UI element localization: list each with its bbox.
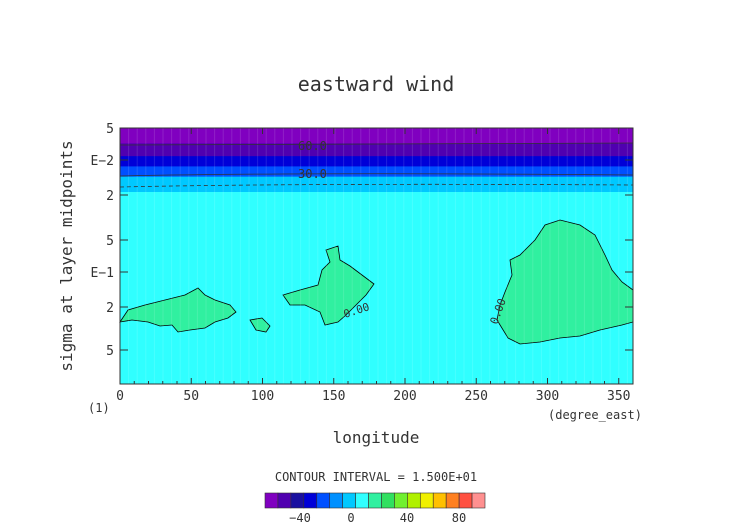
x-tick-label: 200	[393, 389, 416, 404]
y-axis: 5 E−2 2 5 E−1 2 5	[91, 122, 633, 359]
y-axis-title: sigma at layer midpoints	[57, 140, 76, 371]
colorbar-swatch	[445, 492, 460, 509]
colorbar-swatch	[471, 492, 486, 509]
x-tick-label: 100	[251, 389, 274, 404]
contour-line-60	[119, 142, 634, 146]
zero-contour-regions	[119, 219, 634, 345]
grid-texture	[119, 128, 628, 384]
y-tick-label: 5	[106, 234, 114, 249]
colorbar-labels: −40 0 40 80	[289, 511, 466, 525]
x-tick-label: 150	[322, 389, 345, 404]
band-3	[120, 166, 633, 178]
colorbar-swatch	[277, 492, 292, 509]
colorbar-swatch	[290, 492, 305, 509]
colorbar-swatch	[368, 492, 382, 509]
x-unit-label: (degree_east)	[548, 408, 642, 422]
y-tick-label: 2	[106, 189, 114, 204]
contour-line-dashed	[119, 183, 634, 188]
y-tick-label: E−1	[91, 266, 114, 281]
y-tick-label: E−2	[91, 154, 114, 169]
chart-title: eastward wind	[298, 72, 455, 96]
x-axis-title: longitude	[333, 428, 420, 447]
colorbar-swatch	[419, 492, 434, 509]
colorbar-swatch	[394, 492, 408, 509]
band-0	[120, 128, 633, 144]
colorbar-swatch	[264, 492, 279, 509]
colorbar-swatch	[355, 492, 369, 509]
contour-line-30	[119, 173, 634, 177]
colorbar-label: 80	[452, 511, 466, 525]
x-tick-label: 50	[183, 389, 199, 404]
contour-interval-text: CONTOUR INTERVAL = 1.500E+01	[275, 470, 477, 484]
colorbar-swatch	[342, 492, 356, 509]
y-tick-label: 2	[106, 301, 114, 316]
contour-label-30: 30.0	[298, 167, 327, 181]
zero-region-west	[119, 287, 237, 333]
colorbar-swatch	[316, 492, 331, 509]
colorbar	[264, 492, 486, 509]
y-tick-label: 5	[106, 344, 114, 359]
colorbar-swatch	[381, 492, 395, 509]
x-tick-label: 0	[116, 389, 124, 404]
colorbar-swatch	[407, 492, 421, 509]
colorbar-swatch	[303, 492, 318, 509]
colorbar-label: −40	[289, 511, 311, 525]
x-tick-label: 250	[465, 389, 488, 404]
x-tick-label: 350	[607, 389, 630, 404]
x-tick-label: 300	[536, 389, 559, 404]
band-4	[120, 176, 633, 193]
plot-area: 60.0 30.0 0.00 0.00	[119, 127, 634, 385]
x-axis: 0 50 100 150 200 250 300 350	[116, 128, 630, 404]
zero-region-central	[282, 245, 375, 326]
zero-region-west-islet	[249, 317, 271, 333]
colorbar-swatch	[329, 492, 343, 509]
y-tick-label: 5	[106, 122, 114, 137]
contour-label-60: 60.0	[298, 139, 327, 153]
colorbar-label: 40	[400, 511, 414, 525]
band-2	[120, 156, 633, 167]
band-1	[120, 143, 633, 157]
y-scale-note: (1)	[88, 401, 110, 415]
colorbar-swatch	[458, 492, 473, 509]
zero-region-east	[496, 219, 634, 345]
colorbar-swatch	[432, 492, 447, 509]
colorbar-label: 0	[347, 511, 354, 525]
